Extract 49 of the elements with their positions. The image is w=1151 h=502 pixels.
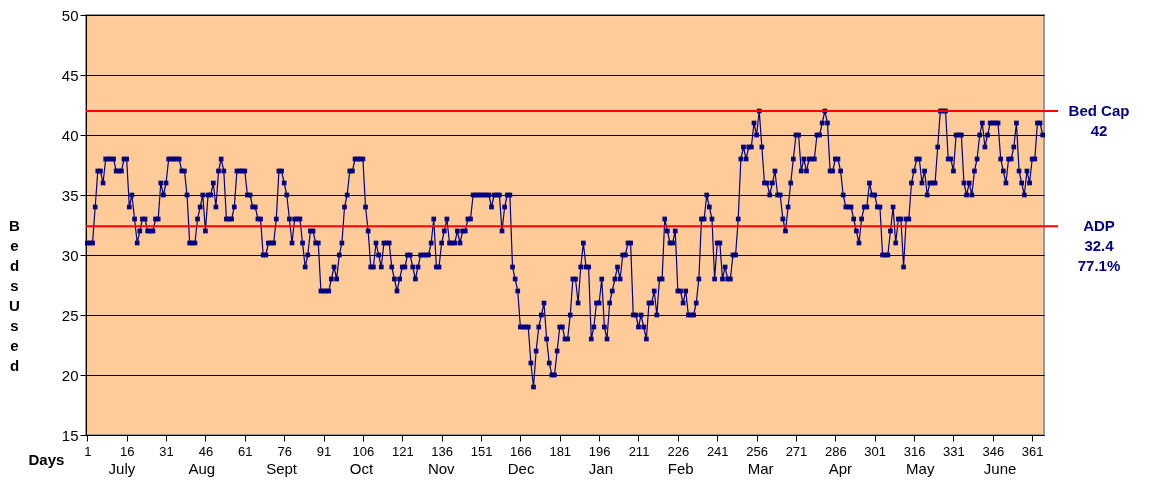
x-tick-label: 46 — [198, 443, 214, 459]
x-tick-label: 181 — [549, 443, 572, 459]
x-tick-label: 61 — [238, 443, 253, 459]
y-tick-label: 40 — [61, 126, 79, 144]
x-tick-label: 226 — [667, 443, 690, 459]
x-tick-label: 256 — [746, 443, 768, 459]
text: Oct — [349, 460, 374, 477]
x-tick-label: 151 — [470, 443, 493, 459]
y-tick-label: 50 — [61, 6, 79, 24]
x-tick-label: 346 — [982, 443, 1005, 459]
x-axis-title: Days — [28, 450, 65, 468]
x-tick-label: 121 — [391, 443, 414, 459]
x-tick-label: 166 — [510, 443, 532, 459]
x-tick-label: 301 — [864, 443, 887, 459]
text: Feb — [667, 460, 694, 477]
ref-line-label: ADP 32.4 77.1% — [1077, 217, 1121, 275]
y-tick-label: 45 — [61, 66, 79, 84]
text: Sept — [266, 460, 298, 477]
x-tick-label: 136 — [431, 443, 453, 459]
y-tick-label: 35 — [61, 186, 79, 204]
y-tick-label: 25 — [61, 306, 79, 324]
x-tick-label: 76 — [277, 443, 292, 459]
x-tick-label: 286 — [824, 443, 847, 459]
x-tick-label: 31 — [159, 443, 174, 459]
x-tick-label: 106 — [352, 443, 375, 459]
text: June — [983, 460, 1017, 477]
x-tick-label: 16 — [119, 443, 135, 459]
text: Dec — [507, 460, 535, 477]
text: Nov — [427, 460, 456, 477]
text: Aug — [188, 460, 216, 477]
x-tick-label: 1 — [84, 443, 92, 459]
text: Apr — [828, 460, 853, 477]
text: May — [906, 460, 935, 477]
y-tick-label: 30 — [61, 246, 79, 264]
x-tick-label: 91 — [316, 443, 332, 459]
y-axis-title: Beds Used — [9, 216, 21, 374]
y-tick-label: 20 — [61, 366, 79, 384]
x-tick-label: 361 — [1021, 443, 1044, 459]
text: Jan — [588, 460, 614, 477]
x-tick-label: 331 — [943, 443, 965, 459]
text: July — [108, 460, 136, 477]
y-tick-label: 15 — [61, 426, 79, 444]
x-tick-label: 241 — [706, 443, 729, 459]
text: Mar — [747, 460, 774, 477]
ref-line-label: Bed Cap 42 — [1068, 102, 1130, 139]
x-tick-label: 211 — [628, 443, 650, 459]
x-tick-label: 271 — [785, 443, 808, 459]
x-tick-label: 196 — [588, 443, 611, 459]
x-tick-label: 316 — [903, 443, 926, 459]
